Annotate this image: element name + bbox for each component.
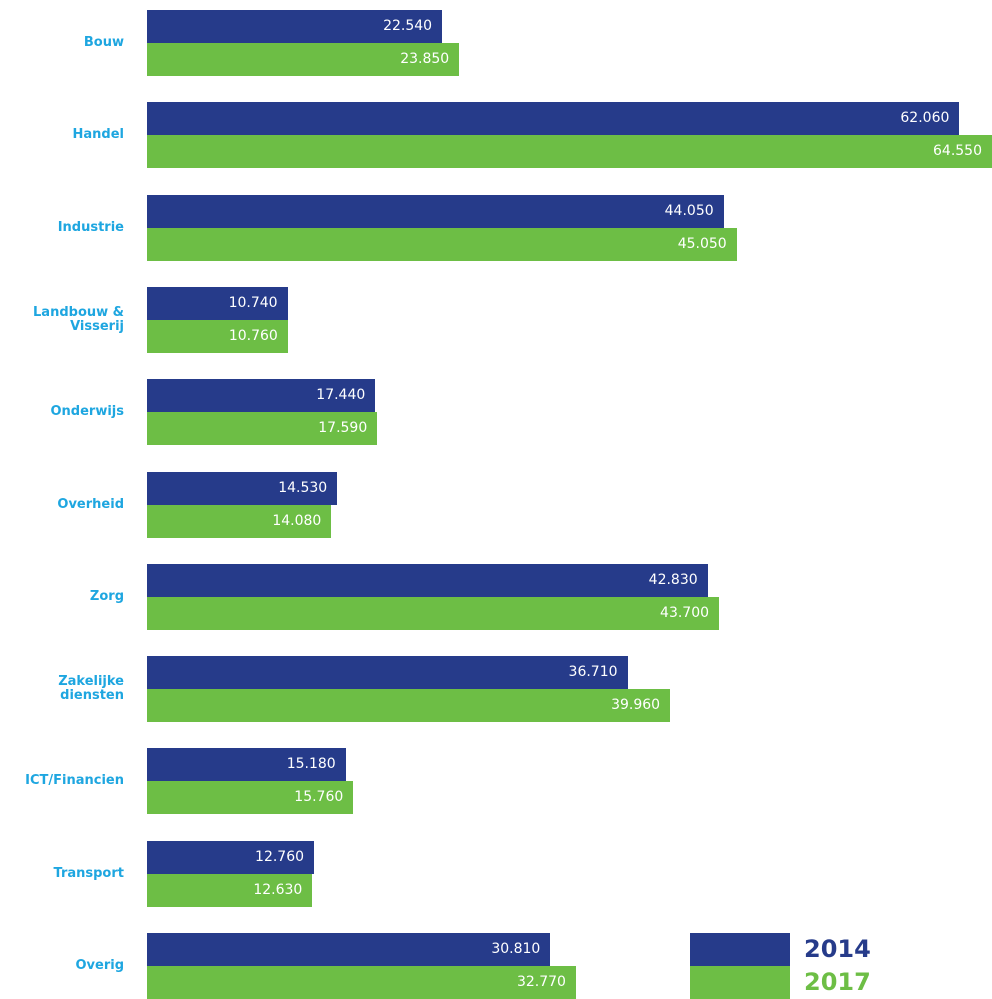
bar bbox=[147, 471, 338, 505]
bar bbox=[147, 656, 628, 690]
bar bbox=[147, 563, 708, 597]
bar bbox=[147, 227, 737, 261]
category-label: Bouw bbox=[83, 35, 124, 50]
bar bbox=[147, 135, 992, 169]
bar bbox=[147, 966, 576, 999]
bar bbox=[147, 319, 288, 353]
bar bbox=[147, 689, 671, 723]
legend-swatch bbox=[690, 966, 790, 999]
bar bbox=[147, 840, 315, 874]
legend-swatch bbox=[690, 933, 790, 966]
value-label: 23.850 bbox=[400, 51, 450, 67]
category-label: Zakelijke diensten bbox=[58, 674, 124, 704]
category-label: Overheid bbox=[57, 496, 124, 512]
value-label: 15.180 bbox=[286, 756, 336, 773]
value-label: 62.060 bbox=[900, 110, 950, 127]
bar bbox=[147, 102, 960, 136]
bar bbox=[147, 873, 313, 907]
bar bbox=[147, 43, 460, 76]
value-label: 10.760 bbox=[228, 327, 278, 344]
value-label: 10.740 bbox=[228, 294, 278, 311]
value-label: 22.540 bbox=[383, 18, 433, 34]
category-label: Handel bbox=[72, 127, 125, 143]
value-label: 39.960 bbox=[611, 697, 661, 714]
category-label: Zorg bbox=[89, 588, 124, 604]
value-label: 15.760 bbox=[294, 789, 344, 806]
value-label: 36.710 bbox=[568, 664, 618, 681]
category-label: Industrie bbox=[57, 219, 124, 235]
legend-label: 2017 bbox=[804, 968, 871, 996]
bar bbox=[147, 596, 720, 630]
value-label: 17.440 bbox=[316, 387, 366, 404]
category-label: Transport bbox=[53, 865, 124, 881]
value-label: 17.590 bbox=[318, 420, 368, 437]
bar bbox=[147, 379, 376, 413]
bar bbox=[147, 10, 443, 43]
value-label: 32.770 bbox=[516, 974, 566, 990]
value-label: 12.760 bbox=[255, 848, 305, 865]
value-label: 14.080 bbox=[272, 512, 322, 529]
bar bbox=[147, 933, 551, 966]
bar bbox=[147, 748, 346, 782]
value-label: 44.050 bbox=[664, 202, 714, 219]
value-label: 12.630 bbox=[253, 881, 303, 898]
category-label: Landbouw & Visserij bbox=[33, 304, 124, 334]
bar bbox=[147, 286, 288, 320]
bar bbox=[147, 504, 332, 538]
value-label: 42.830 bbox=[648, 571, 698, 588]
value-label: 64.550 bbox=[933, 143, 982, 160]
bar bbox=[147, 781, 354, 815]
category-label: Onderwijs bbox=[50, 404, 125, 420]
value-label: 30.810 bbox=[491, 941, 541, 957]
legend-label: 2014 bbox=[804, 935, 871, 963]
bar bbox=[147, 194, 724, 228]
value-label: 14.530 bbox=[278, 479, 328, 496]
category-label: Overig bbox=[75, 958, 124, 973]
value-label: 43.700 bbox=[660, 604, 710, 621]
value-label: 45.050 bbox=[677, 235, 727, 252]
category-label: ICT/Financien bbox=[25, 773, 124, 789]
bar bbox=[147, 412, 378, 446]
